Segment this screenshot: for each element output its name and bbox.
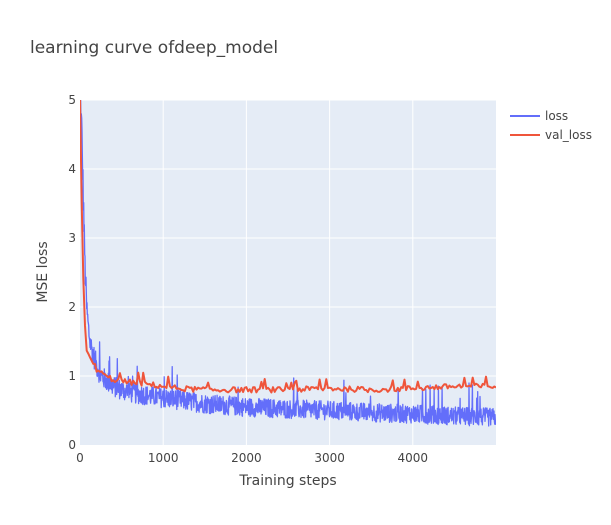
x-tick-label: 0 [76,451,84,465]
y-axis-title: MSE loss [35,241,51,302]
y-tick-label: 5 [68,93,76,107]
legend-item-val-loss[interactable]: val_loss [510,128,592,142]
y-tick-label: 0 [68,438,76,452]
x-axis-title: Training steps [238,473,336,489]
trace-layer [80,75,496,427]
series-line-val-loss[interactable] [80,98,496,394]
legend[interactable]: loss val_loss [510,109,592,142]
x-tick-label: 1000 [148,451,179,465]
tick-layer: 0 1 2 3 4 5 0 1000 2000 3000 4000 [68,93,428,465]
x-tick-label: 4000 [398,451,429,465]
y-tick-label: 3 [68,231,76,245]
legend-item-loss[interactable]: loss [510,109,568,123]
chart-title: learning curve ofdeep_model [30,38,278,58]
y-tick-label: 2 [68,300,76,314]
y-tick-label: 1 [68,369,76,383]
legend-label-val-loss: val_loss [545,128,592,142]
x-tick-label: 2000 [231,451,262,465]
series-line-loss[interactable] [80,75,496,427]
x-tick-label: 3000 [314,451,345,465]
y-tick-label: 4 [68,162,76,176]
legend-label-loss: loss [545,109,568,123]
